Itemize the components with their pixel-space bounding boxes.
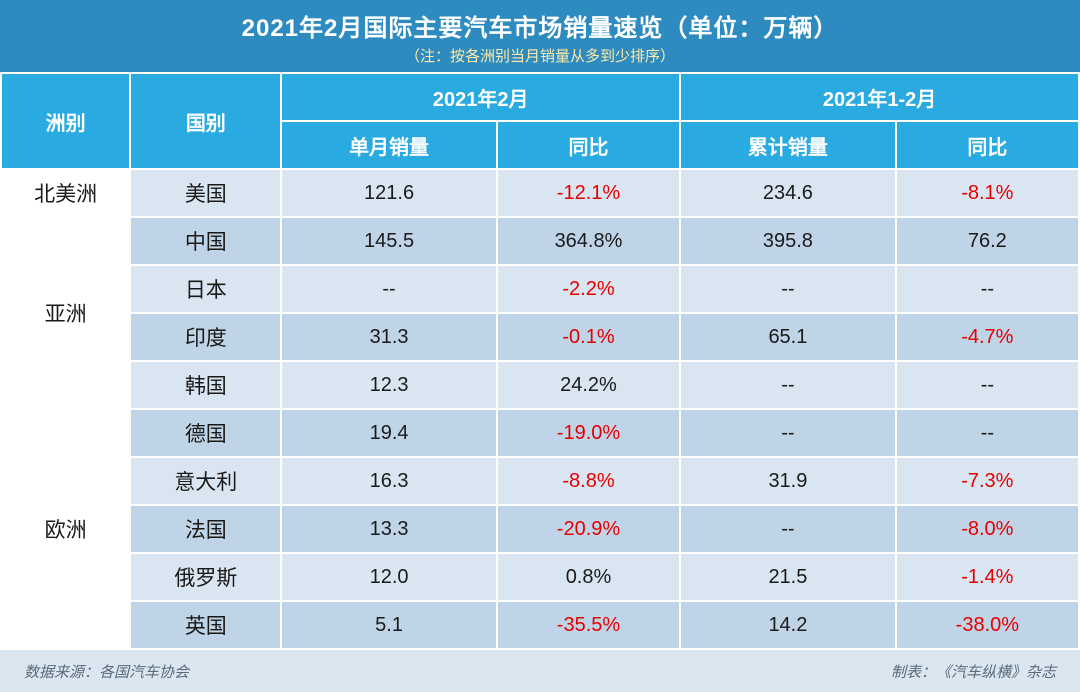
- monthly-sales-cell: 16.3: [281, 457, 497, 505]
- yoy2-cell: -8.1%: [896, 169, 1079, 217]
- table-header: 洲别 国别 2021年2月 2021年1-2月 单月销量 同比 累计销量 同比: [1, 73, 1079, 169]
- yoy1-cell: -8.8%: [497, 457, 680, 505]
- monthly-sales-cell: 5.1: [281, 601, 497, 649]
- cum-sales-cell: 65.1: [680, 313, 896, 361]
- table-row: 韩国12.324.2%----: [1, 361, 1079, 409]
- yoy1-cell: 0.8%: [497, 553, 680, 601]
- region-cell: 亚洲: [1, 217, 130, 409]
- yoy2-cell: --: [896, 361, 1079, 409]
- monthly-sales-cell: 145.5: [281, 217, 497, 265]
- cum-sales-cell: 14.2: [680, 601, 896, 649]
- monthly-sales-cell: --: [281, 265, 497, 313]
- header-country: 国别: [130, 73, 281, 169]
- header-region: 洲别: [1, 73, 130, 169]
- table-container: 2021年2月国际主要汽车市场销量速览（单位：万辆） （注：按各洲别当月销量从多…: [0, 0, 1080, 692]
- table-row: 欧洲德国19.4-19.0%----: [1, 409, 1079, 457]
- yoy1-cell: -2.2%: [497, 265, 680, 313]
- yoy2-cell: -4.7%: [896, 313, 1079, 361]
- yoy2-cell: -1.4%: [896, 553, 1079, 601]
- country-cell: 中国: [130, 217, 281, 265]
- cum-sales-cell: --: [680, 409, 896, 457]
- sales-table: 洲别 国别 2021年2月 2021年1-2月 单月销量 同比 累计销量 同比 …: [0, 72, 1080, 650]
- monthly-sales-cell: 31.3: [281, 313, 497, 361]
- monthly-sales-cell: 13.3: [281, 505, 497, 553]
- country-cell: 德国: [130, 409, 281, 457]
- footer-credit: 制表：《汽车纵横》杂志: [891, 661, 1056, 682]
- header-yoy1: 同比: [497, 121, 680, 169]
- table-row: 亚洲中国145.5364.8%395.876.2: [1, 217, 1079, 265]
- header-period2: 2021年1-2月: [680, 73, 1079, 121]
- country-cell: 印度: [130, 313, 281, 361]
- yoy1-cell: -35.5%: [497, 601, 680, 649]
- table-row: 北美洲美国121.6-12.1%234.6-8.1%: [1, 169, 1079, 217]
- cum-sales-cell: --: [680, 505, 896, 553]
- yoy1-cell: -19.0%: [497, 409, 680, 457]
- table-row: 英国5.1-35.5%14.2-38.0%: [1, 601, 1079, 649]
- cum-sales-cell: --: [680, 361, 896, 409]
- country-cell: 韩国: [130, 361, 281, 409]
- monthly-sales-cell: 12.3: [281, 361, 497, 409]
- country-cell: 英国: [130, 601, 281, 649]
- yoy2-cell: --: [896, 409, 1079, 457]
- cum-sales-cell: 234.6: [680, 169, 896, 217]
- region-cell: 欧洲: [1, 409, 130, 649]
- cum-sales-cell: 21.5: [680, 553, 896, 601]
- yoy2-cell: -38.0%: [896, 601, 1079, 649]
- country-cell: 美国: [130, 169, 281, 217]
- header-period1: 2021年2月: [281, 73, 680, 121]
- yoy2-cell: --: [896, 265, 1079, 313]
- region-cell: 北美洲: [1, 169, 130, 217]
- footer-source: 数据来源：各国汽车协会: [24, 661, 189, 682]
- table-row: 意大利16.3-8.8%31.9-7.3%: [1, 457, 1079, 505]
- cum-sales-cell: 31.9: [680, 457, 896, 505]
- country-cell: 意大利: [130, 457, 281, 505]
- table-row: 印度31.3-0.1%65.1-4.7%: [1, 313, 1079, 361]
- header-cum-sales: 累计销量: [680, 121, 896, 169]
- table-row: 日本---2.2%----: [1, 265, 1079, 313]
- table-row: 法国13.3-20.9%---8.0%: [1, 505, 1079, 553]
- monthly-sales-cell: 19.4: [281, 409, 497, 457]
- yoy1-cell: -12.1%: [497, 169, 680, 217]
- yoy1-cell: -0.1%: [497, 313, 680, 361]
- yoy1-cell: 24.2%: [497, 361, 680, 409]
- cum-sales-cell: --: [680, 265, 896, 313]
- footer-bar: 数据来源：各国汽车协会 制表：《汽车纵横》杂志: [0, 650, 1080, 692]
- header-monthly-sales: 单月销量: [281, 121, 497, 169]
- monthly-sales-cell: 121.6: [281, 169, 497, 217]
- title-bar: 2021年2月国际主要汽车市场销量速览（单位：万辆） （注：按各洲别当月销量从多…: [0, 0, 1080, 72]
- header-yoy2: 同比: [896, 121, 1079, 169]
- cum-sales-cell: 395.8: [680, 217, 896, 265]
- yoy2-cell: 76.2: [896, 217, 1079, 265]
- yoy2-cell: -8.0%: [896, 505, 1079, 553]
- page-title: 2021年2月国际主要汽车市场销量速览（单位：万辆）: [0, 8, 1080, 43]
- table-row: 俄罗斯12.00.8%21.5-1.4%: [1, 553, 1079, 601]
- yoy1-cell: 364.8%: [497, 217, 680, 265]
- country-cell: 俄罗斯: [130, 553, 281, 601]
- yoy1-cell: -20.9%: [497, 505, 680, 553]
- country-cell: 日本: [130, 265, 281, 313]
- yoy2-cell: -7.3%: [896, 457, 1079, 505]
- table-body: 北美洲美国121.6-12.1%234.6-8.1%亚洲中国145.5364.8…: [1, 169, 1079, 649]
- monthly-sales-cell: 12.0: [281, 553, 497, 601]
- country-cell: 法国: [130, 505, 281, 553]
- page-subtitle: （注：按各洲别当月销量从多到少排序）: [0, 45, 1080, 66]
